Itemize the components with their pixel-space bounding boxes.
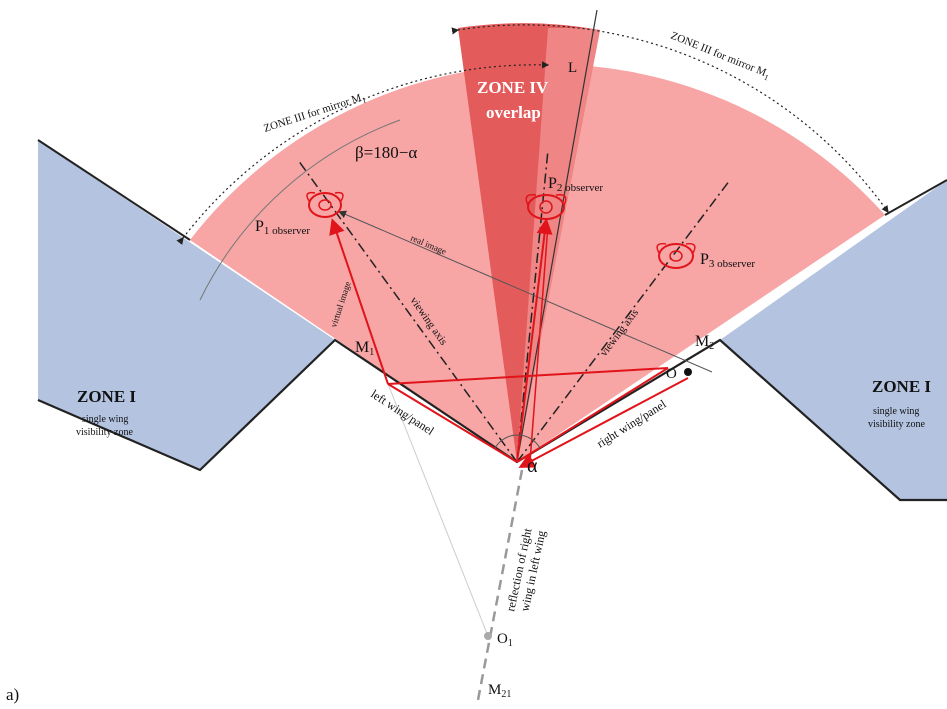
label-p2: P2 observer xyxy=(548,175,603,194)
ray-vertex-to-o xyxy=(516,367,669,463)
zone3-right-arc xyxy=(451,24,889,213)
zone4-sub: overlap xyxy=(486,103,541,122)
l-line xyxy=(516,9,598,463)
viewing-axis-left xyxy=(297,159,518,463)
label-alpha: α xyxy=(527,455,538,477)
reflection-line xyxy=(476,469,524,701)
zone1-right-sub1: single wing xyxy=(873,406,919,417)
figure-label: a) xyxy=(6,685,19,704)
point-o1 xyxy=(484,632,492,640)
label-L: L xyxy=(568,60,577,76)
real-image-ray xyxy=(338,210,713,373)
zone3-right-label: ZONE III for mirror M1 xyxy=(668,30,772,83)
point-m2 xyxy=(684,368,692,376)
label-m1: M1 xyxy=(355,339,374,358)
viewing-axis-right xyxy=(516,179,731,463)
label-p3: P3 observer xyxy=(700,251,755,270)
zone1-left-sub2: visibility zone xyxy=(76,427,134,438)
zone1-left-top-edge xyxy=(37,139,191,241)
o1-line xyxy=(387,383,489,637)
ray-vertex-to-p2b xyxy=(529,224,549,463)
label-right-wing: right wing/panel xyxy=(594,396,669,450)
label-m21: M21 xyxy=(488,682,511,700)
label-o: O xyxy=(666,366,677,382)
zone1-right-title: ZONE I xyxy=(872,377,931,396)
ray-m1-to-p1 xyxy=(329,218,389,385)
ray-vertex-to-p2 xyxy=(516,218,553,463)
zone1-right-sub2: visibility zone xyxy=(868,419,926,430)
zone1-left-area xyxy=(38,140,335,470)
label-p1: P1 observer xyxy=(255,218,310,237)
label-o1: O1 xyxy=(497,631,513,649)
ray-vertex-to-m1 xyxy=(387,383,518,463)
observer-p3-icon xyxy=(656,242,696,269)
zone1-right-top-edge xyxy=(884,179,947,216)
zone1-left-sub1: single wing xyxy=(82,414,128,425)
ray-o-to-vertex xyxy=(518,377,689,468)
alpha-arc xyxy=(494,434,541,449)
zone1-right-area xyxy=(720,180,947,500)
zone1-left-title: ZONE I xyxy=(77,387,136,406)
label-beta: β=180−α xyxy=(355,143,417,162)
zone4-title: ZONE IV xyxy=(477,78,549,97)
observer-p2-icon xyxy=(525,193,567,220)
label-m2: M2 xyxy=(695,333,714,352)
observer-p1-icon xyxy=(306,191,344,218)
